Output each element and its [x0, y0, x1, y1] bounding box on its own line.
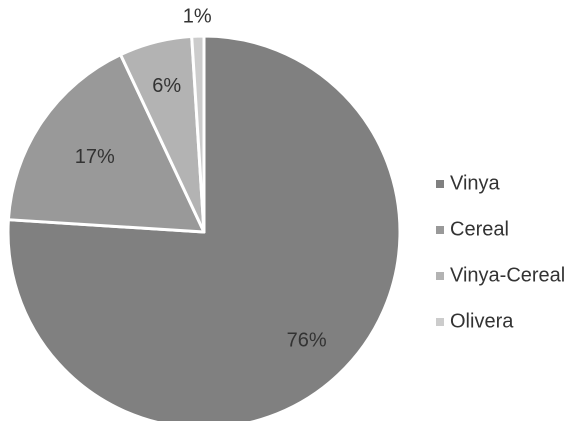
pie-slice-olivera — [190, 34, 206, 234]
slice-label-vinya: 76% — [287, 330, 327, 352]
legend-label-vinya-cereal: Vinya-Cereal — [450, 264, 565, 286]
slice-label-vinya-cereal: 6% — [152, 75, 181, 97]
pie-slice-labels: 76% 17% 6% 1% — [75, 5, 327, 351]
legend-label-cereal: Cereal — [450, 218, 509, 240]
pie-slice-vinya — [6, 34, 402, 421]
slice-label-cereal: 17% — [75, 146, 115, 168]
legend-swatch-vinya — [436, 180, 444, 188]
slice-label-olivera: 1% — [183, 5, 212, 27]
legend-swatch-cereal — [436, 226, 444, 234]
legend-label-vinya: Vinya — [450, 172, 501, 194]
pie-slice-cereal — [6, 53, 206, 234]
legend-label-olivera: Olivera — [450, 310, 514, 332]
legend-swatch-olivera — [436, 318, 444, 326]
legend-swatch-vinya-cereal — [436, 272, 444, 280]
pie-slices — [6, 34, 402, 421]
legend: Vinya Cereal Vinya-Cereal Olivera — [436, 172, 565, 332]
